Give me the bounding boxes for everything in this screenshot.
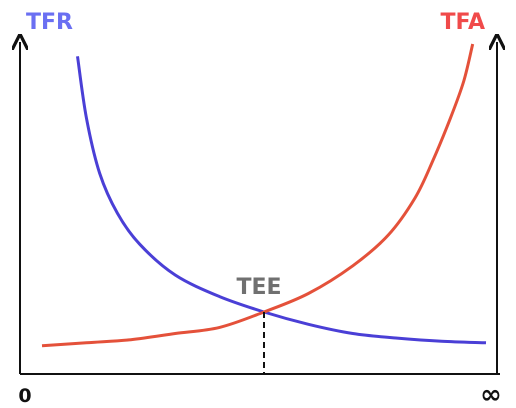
intersection-annotation: TEE bbox=[236, 275, 281, 300]
right-axis-label: TFA bbox=[440, 10, 485, 35]
x-tick-label-origin: 0 bbox=[18, 385, 31, 407]
series-line-tfa bbox=[41, 43, 475, 348]
left-axis-label: TFR bbox=[26, 10, 73, 35]
series-line-tfr bbox=[76, 56, 487, 345]
x-tick-label-infinity: ∞ bbox=[480, 380, 502, 408]
